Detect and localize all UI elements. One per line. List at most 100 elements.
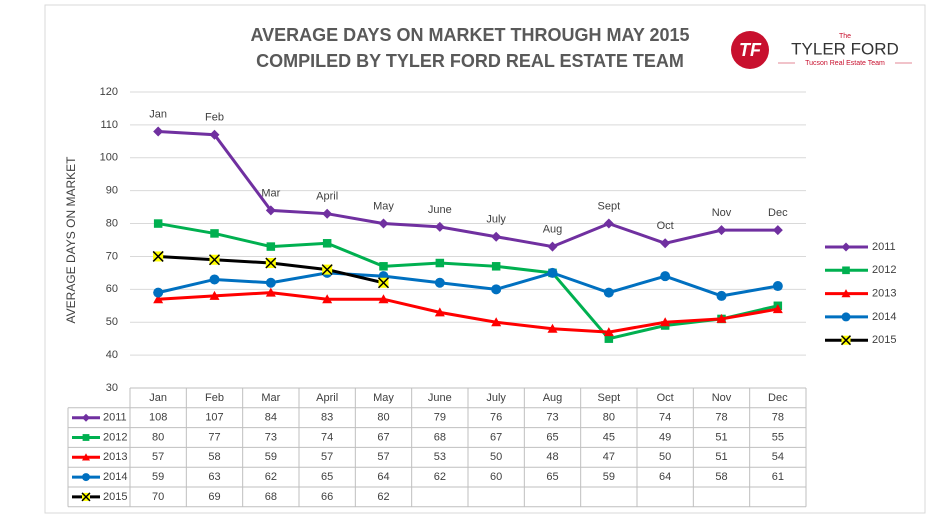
series-line (158, 291, 779, 334)
y-tick-label: 40 (106, 349, 118, 361)
marker-shape (209, 129, 220, 140)
point-annotation: Aug (543, 223, 563, 235)
marker-shape (322, 294, 333, 304)
table-cell: 60 (490, 471, 502, 483)
table-cell: 65 (546, 431, 558, 443)
marker-shape (603, 287, 614, 298)
table-header: July (486, 392, 506, 404)
point-annotation: Mar (261, 187, 280, 199)
table-cell: 67 (490, 431, 502, 443)
marker-shape (82, 434, 90, 441)
marker-shape (603, 327, 614, 337)
table-legend-key (72, 453, 100, 461)
marker-shape (604, 334, 614, 343)
marker-shape (772, 304, 783, 314)
table-cell: 73 (546, 412, 558, 424)
legend-label: 2012 (872, 264, 896, 276)
table-cell: 70 (152, 491, 164, 503)
marker-shape (153, 287, 164, 298)
legend-key (825, 312, 868, 322)
point-annotation: Feb (205, 112, 224, 124)
data-point (377, 277, 390, 289)
marker-shape (660, 317, 671, 327)
table-cell: 59 (265, 451, 277, 463)
data-point (434, 307, 445, 317)
table-cell: 49 (659, 431, 671, 443)
point-annotation: July (486, 214, 506, 226)
data-point (210, 229, 219, 238)
data-point (491, 231, 502, 242)
logo: TF The TYLER FORD Tucson Real Estate Tea… (731, 31, 912, 69)
data-point (603, 287, 614, 298)
marker-shape (716, 225, 727, 236)
table-legend-key (72, 473, 100, 482)
data-point (265, 287, 276, 297)
marker-shape (378, 294, 389, 304)
table-cell: 66 (321, 491, 333, 503)
table-header: Feb (205, 392, 224, 404)
marker-shape (379, 262, 388, 271)
data-point (209, 274, 220, 285)
data-point (491, 284, 502, 295)
table-cell: 74 (659, 412, 671, 424)
data-point (208, 254, 221, 266)
table-cell: 62 (434, 471, 446, 483)
table-cell: 57 (152, 451, 164, 463)
data-point (153, 219, 163, 228)
table-cell: 107 (205, 412, 223, 424)
marker-shape (841, 312, 851, 322)
data-point (716, 313, 727, 323)
legend-label: 2014 (872, 311, 896, 323)
data-point (379, 262, 388, 271)
marker-shape (209, 290, 220, 300)
marker-shape (603, 218, 614, 229)
marker-shape (491, 317, 502, 327)
point-annotation: Sept (598, 200, 621, 212)
data-point (378, 294, 389, 304)
table-cell: 78 (772, 412, 784, 424)
marker-shape (840, 335, 852, 346)
data-point (322, 294, 333, 304)
marker-shape (153, 126, 164, 137)
table-cell: 80 (603, 412, 615, 424)
y-tick-label: 90 (106, 185, 118, 197)
table-header: Nov (712, 392, 732, 404)
data-point (209, 129, 220, 140)
logo-rule-gap (795, 59, 895, 67)
marker-shape (842, 266, 850, 275)
table-cell: 80 (377, 412, 389, 424)
table-row-label: 2015 (103, 491, 127, 503)
point-annotation: Nov (712, 207, 732, 219)
data-point (153, 287, 164, 298)
table-cell: 65 (546, 471, 558, 483)
table-header: Aug (543, 392, 563, 404)
marker-shape (321, 264, 333, 276)
logo-name: TYLER FORD (791, 39, 899, 58)
table-cell: 84 (265, 412, 277, 424)
marker-shape (209, 274, 220, 285)
table-legend-key (72, 434, 100, 441)
data-point (547, 241, 558, 252)
table-cell: 48 (546, 451, 558, 463)
marker-shape (153, 219, 163, 228)
marker-shape (322, 208, 333, 219)
legend-key (825, 242, 868, 252)
y-tick-label: 50 (106, 316, 118, 328)
y-tick-label: 100 (100, 152, 118, 164)
data-point (152, 250, 164, 262)
table-cell: 77 (208, 431, 220, 443)
marker-shape (152, 250, 164, 262)
marker-shape (841, 242, 851, 252)
point-annotation: Jan (149, 108, 167, 120)
table-cell: 64 (659, 471, 671, 483)
logo-badge (731, 31, 769, 69)
marker-shape (208, 254, 221, 266)
table-cell: 64 (377, 471, 389, 483)
table-cell: 59 (603, 471, 615, 483)
table-row-label: 2013 (103, 451, 127, 463)
data-point (322, 239, 332, 248)
data-point (265, 277, 276, 288)
data-point (603, 218, 614, 229)
logo-monogram: TF (739, 40, 762, 60)
